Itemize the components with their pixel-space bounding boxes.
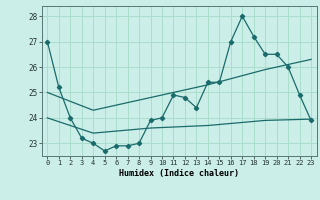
X-axis label: Humidex (Indice chaleur): Humidex (Indice chaleur) bbox=[119, 169, 239, 178]
